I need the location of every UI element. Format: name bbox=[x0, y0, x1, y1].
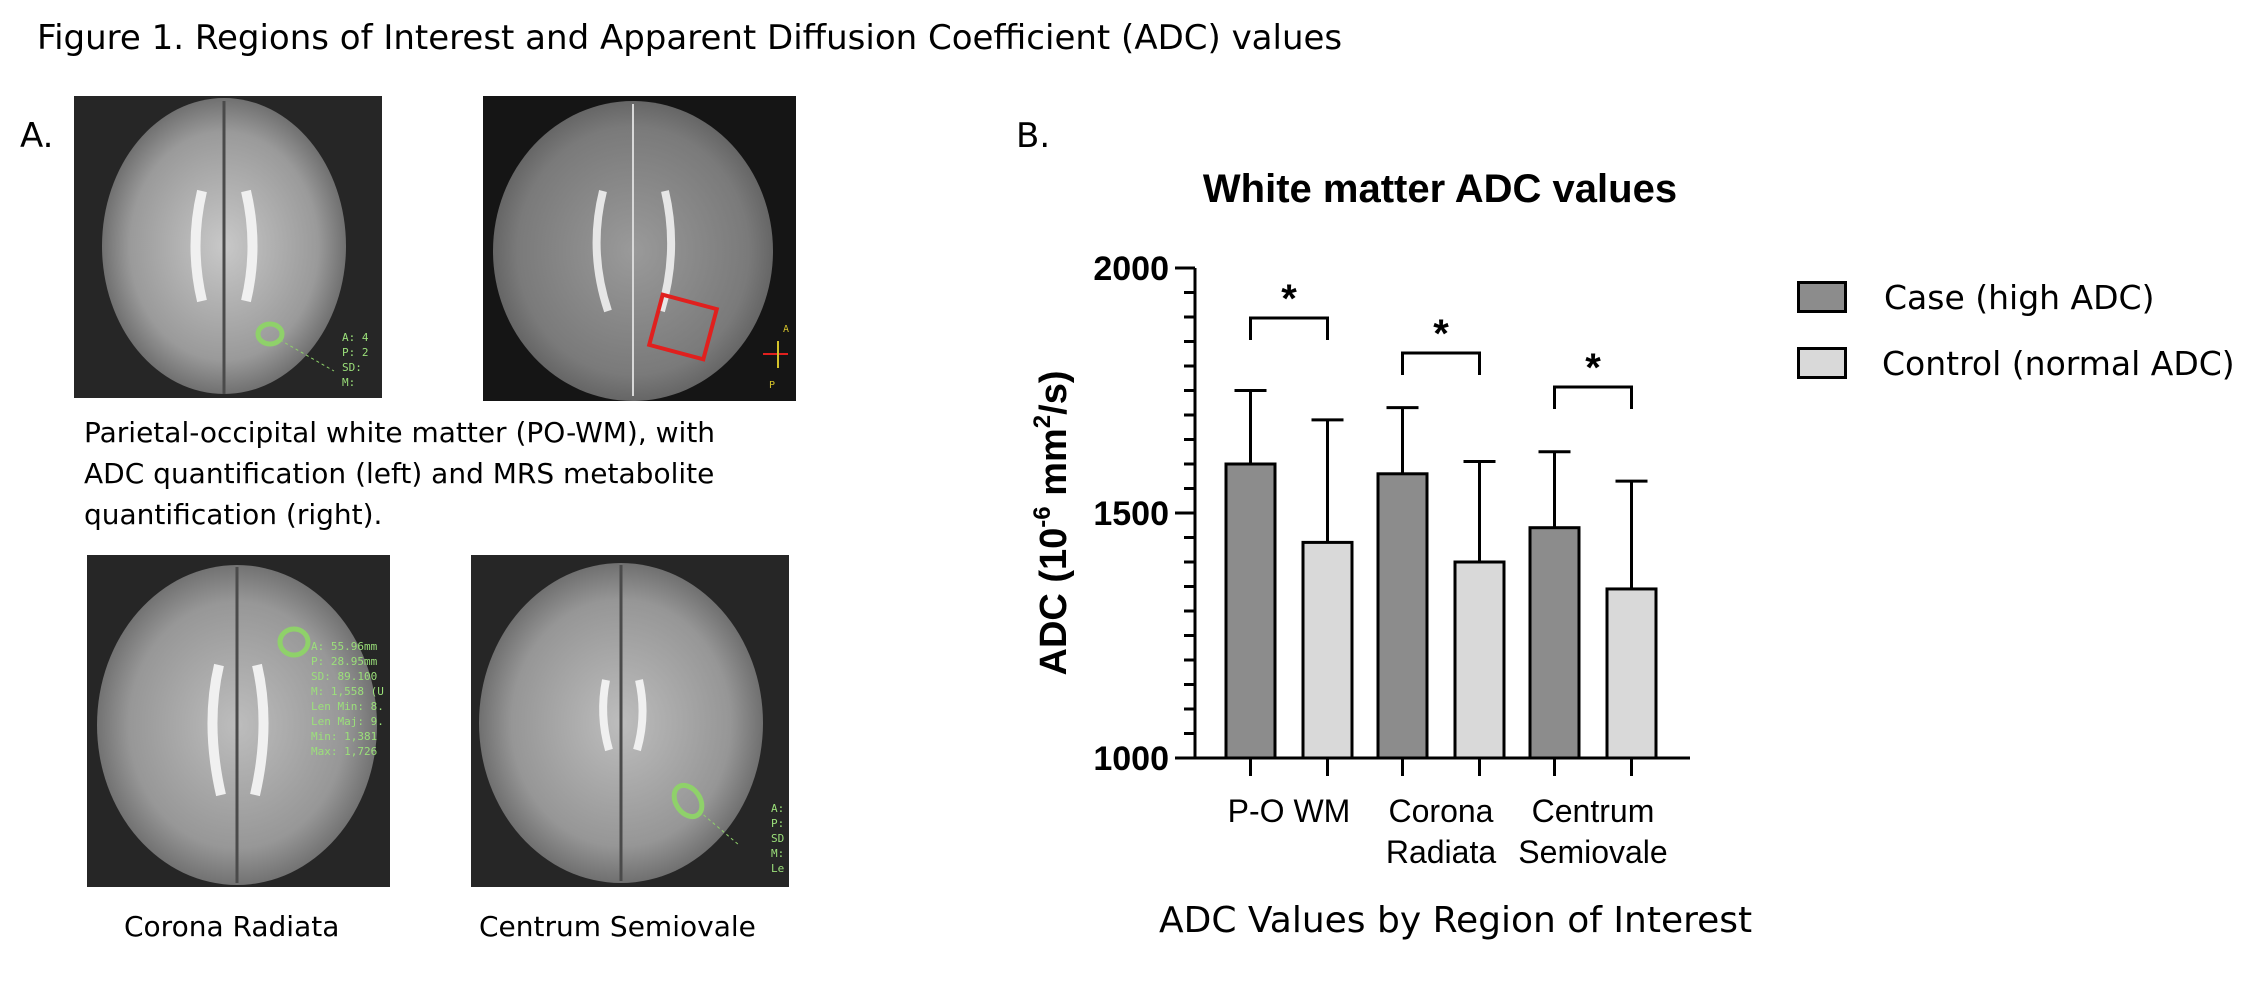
svg-text:P: 28.95mm: P: 28.95mm bbox=[311, 655, 378, 668]
x-category-label: Radiata bbox=[1386, 834, 1497, 870]
legend-label-control: Control (normal ADC) bbox=[1882, 344, 2235, 383]
x-category-label: Centrum bbox=[1532, 793, 1655, 829]
svg-text:SD: SD bbox=[771, 832, 784, 845]
bar-control bbox=[1605, 587, 1658, 760]
bar-control bbox=[1453, 560, 1506, 760]
y-tick-label: 1500 bbox=[1093, 495, 1169, 533]
y-axis-label-main: ADC (10 bbox=[1033, 528, 1075, 676]
y-tick-label: 2000 bbox=[1093, 250, 1169, 288]
x-category-label: P-O WM bbox=[1228, 793, 1351, 829]
svg-text:P: 2: P: 2 bbox=[342, 346, 369, 359]
svg-text:Le: Le bbox=[771, 862, 784, 875]
legend-label-case: Case (high ADC) bbox=[1884, 278, 2155, 317]
bar-case bbox=[1528, 526, 1581, 760]
significance-bracket bbox=[1401, 351, 1481, 375]
significance-star: * bbox=[1585, 346, 1601, 390]
x-category-label: Semiovale bbox=[1518, 834, 1667, 870]
mri-corona-radiata-image: A: 55.96mm P: 28.95mm SD: 89.100 M: 1,55… bbox=[87, 555, 390, 887]
panel-a-label: A. bbox=[20, 116, 54, 156]
svg-text:Len Maj: 9.: Len Maj: 9. bbox=[311, 715, 384, 728]
bar-control bbox=[1301, 540, 1354, 760]
x-category-label: Corona bbox=[1389, 793, 1494, 829]
mri-centrum-semiovale-image: A: P: SD M: Le bbox=[471, 555, 789, 887]
mri-po-wm-mrs-image: A P bbox=[483, 96, 796, 401]
svg-text:SD:: SD: bbox=[342, 361, 362, 374]
svg-text:Max: 1,726: Max: 1,726 bbox=[311, 745, 377, 758]
significance-bracket bbox=[1553, 385, 1633, 409]
chart-legend: Case (high ADC) Control (normal ADC) bbox=[1790, 270, 2250, 400]
svg-text:SD: 89.100: SD: 89.100 bbox=[311, 670, 377, 683]
significance-star: * bbox=[1433, 312, 1449, 356]
svg-text:M: 1,558 (U: M: 1,558 (U bbox=[311, 685, 384, 698]
y-axis-label-sup: -6 bbox=[1029, 506, 1056, 527]
y-axis-label-tail: /s) bbox=[1033, 370, 1075, 414]
panel-a-caption: Parietal-occipital white matter (PO-WM),… bbox=[84, 412, 715, 535]
mri-po-wm-adc-image: A: 4 P: 2 SD: M: bbox=[74, 96, 382, 398]
bar-case bbox=[1376, 472, 1429, 760]
panel-b-label: B. bbox=[1016, 116, 1051, 156]
svg-text:P:: P: bbox=[771, 817, 784, 830]
adc-bar-chart: White matter ADC values ADC (10-6 mm2/s)… bbox=[1029, 167, 1690, 870]
caption-line-3: quantification (right). bbox=[84, 498, 383, 531]
y-axis-label-rest: mm bbox=[1033, 428, 1075, 506]
corona-radiata-caption: Corona Radiata bbox=[124, 910, 340, 943]
svg-text:A: 4: A: 4 bbox=[342, 331, 369, 344]
svg-text:A: 55.96mm: A: 55.96mm bbox=[311, 640, 378, 653]
svg-text:M:: M: bbox=[771, 847, 784, 860]
y-axis-label-sup2: 2 bbox=[1029, 415, 1056, 428]
svg-text:M:: M: bbox=[342, 376, 355, 389]
svg-text:A:: A: bbox=[771, 802, 784, 815]
plot-area: 1000 1500 2000 * P-O WM * Corona Radiata * Centru… bbox=[1093, 250, 1690, 870]
svg-text:Len Min: 8.: Len Min: 8. bbox=[311, 700, 384, 713]
legend-swatch-case bbox=[1797, 281, 1847, 313]
caption-line-2: ADC quantification (left) and MRS metabo… bbox=[84, 457, 715, 490]
bar-case bbox=[1224, 462, 1277, 760]
svg-text:P: P bbox=[769, 380, 775, 391]
figure-title: Figure 1. Regions of Interest and Appare… bbox=[37, 18, 1343, 58]
chart-title: White matter ADC values bbox=[1203, 167, 1677, 211]
svg-text:Min: 1,381: Min: 1,381 bbox=[311, 730, 377, 743]
significance-star: * bbox=[1281, 277, 1297, 321]
caption-line-1: Parietal-occipital white matter (PO-WM),… bbox=[84, 416, 716, 449]
y-tick-label: 1000 bbox=[1093, 740, 1169, 778]
significance-bracket bbox=[1249, 316, 1329, 340]
chart-subtitle: ADC Values by Region of Interest bbox=[1159, 900, 1753, 941]
legend-swatch-control bbox=[1797, 347, 1847, 379]
svg-text:A: A bbox=[783, 324, 789, 335]
y-axis-label: ADC (10-6 mm2/s) bbox=[1029, 370, 1075, 675]
centrum-semiovale-caption: Centrum Semiovale bbox=[479, 910, 756, 943]
